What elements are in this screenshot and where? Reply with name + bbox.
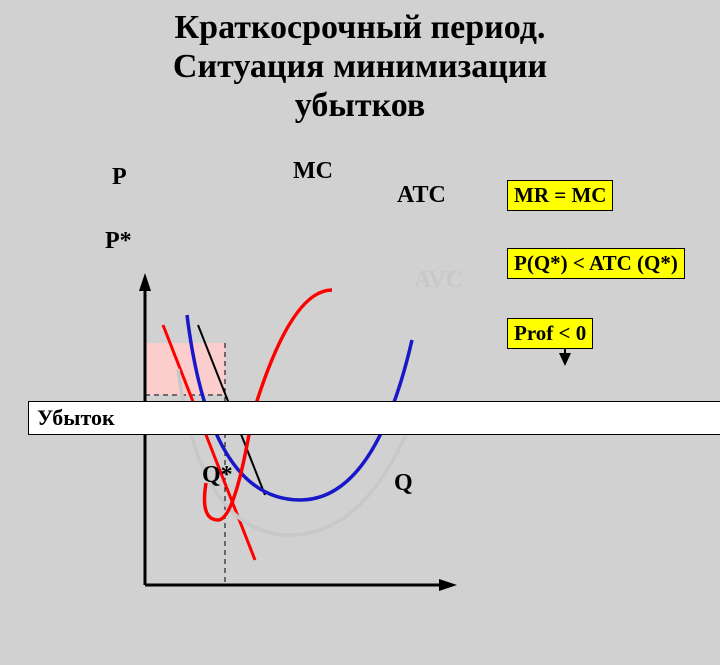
title-line2: Ситуация минимизации [173,48,547,85]
arrow1-head [559,353,571,366]
page-title: Краткосрочный период. Ситуация минимизац… [0,0,720,125]
box-prof: Prof < 0 [507,318,593,349]
x-axis-arrow [439,579,457,591]
label-MC: MC [293,158,333,185]
label-Pstar: P* [105,228,132,255]
loss-region [145,343,225,395]
box-prof-text: Prof < 0 [514,321,586,345]
label-Q: Q [394,470,413,497]
label-ATC: ATC [397,182,446,209]
box-mr-mc-text: MR = MC [514,183,606,207]
label-AVC: AVC [414,267,463,294]
y-axis-arrow [139,273,151,291]
loss-arrow-box: Убыток [28,401,720,435]
title-line3: убытков [295,87,425,124]
box-mr-mc: MR = MC [507,180,613,211]
label-Qstar: Q* [202,462,233,489]
loss-label: Убыток [37,405,115,430]
label-P: P [112,164,127,191]
title-line1: Краткосрочный период. [175,9,546,46]
box-p-atc-text: P(Q*) < ATC (Q*) [514,251,678,275]
box-p-atc: P(Q*) < ATC (Q*) [507,248,685,279]
